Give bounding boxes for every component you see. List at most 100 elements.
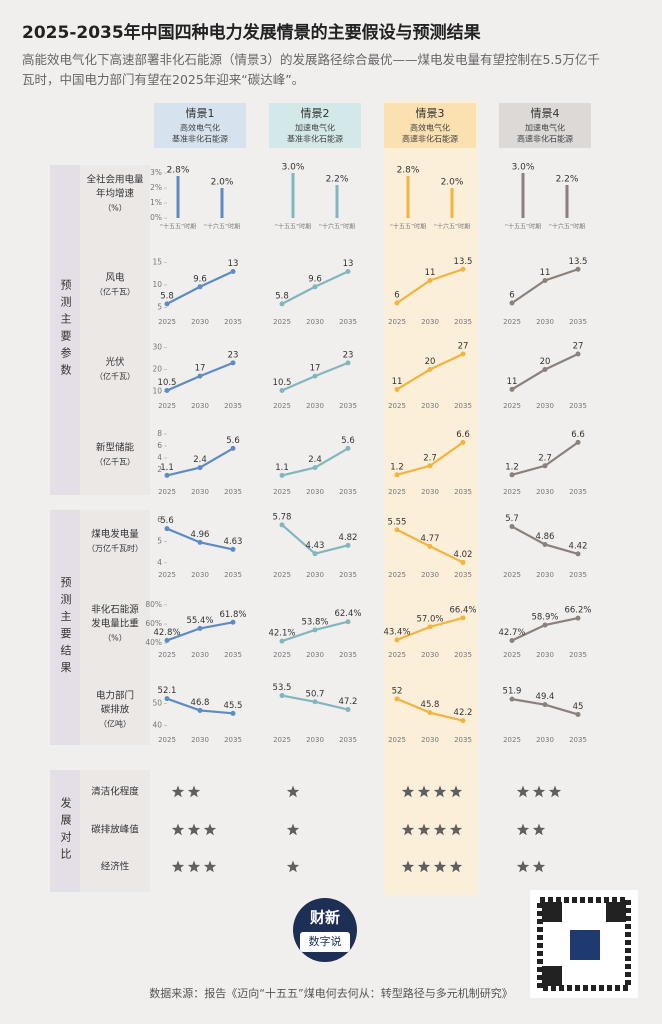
point — [509, 300, 515, 306]
x-tick-label: 2025 — [273, 651, 291, 659]
value-label: 2.0% — [441, 178, 464, 188]
value-label: 13 — [228, 259, 239, 269]
point — [164, 472, 170, 478]
value-label: 2.2% — [326, 175, 349, 185]
x-tick-label: 2025 — [503, 402, 521, 410]
x-tick-label: 2025 — [273, 488, 291, 496]
row-label: 碳排放 — [101, 704, 130, 716]
star-rating — [516, 785, 562, 798]
star — [532, 860, 546, 873]
point — [312, 465, 318, 471]
scenario-desc: 基准非化石能源 — [287, 134, 343, 144]
value-label: 66.4% — [449, 605, 476, 615]
y-tick-label: 50 — [152, 698, 162, 707]
value-label: 2.2% — [556, 175, 579, 185]
x-tick-label: 2025 — [503, 318, 521, 326]
scenario-desc: 基准非化石能源 — [172, 134, 228, 144]
row-label: （%） — [103, 204, 127, 213]
point — [197, 707, 203, 713]
value-label: 57.0% — [416, 614, 443, 624]
x-tick-label: 2035 — [569, 402, 587, 410]
row-label: 年均增速 — [96, 188, 135, 200]
star — [417, 860, 431, 873]
star — [417, 823, 431, 836]
value-label: 47.2 — [339, 697, 358, 707]
star — [187, 823, 201, 836]
value-label: 4.77 — [421, 534, 440, 544]
value-label: 66.2% — [564, 606, 591, 616]
x-tick-label: 2025 — [388, 488, 406, 496]
y-tick-label: 6 — [157, 515, 162, 524]
point — [575, 351, 581, 357]
point — [164, 696, 170, 702]
star — [203, 823, 217, 836]
point — [542, 541, 548, 547]
point — [164, 637, 170, 643]
row-label: 非化石能源 — [91, 604, 139, 616]
star — [449, 823, 463, 836]
point — [460, 615, 466, 621]
point — [230, 360, 236, 366]
star — [187, 785, 201, 798]
star-rating — [401, 785, 463, 798]
value-label: 46.8 — [191, 698, 210, 708]
row-label: 电力部门 — [96, 690, 134, 702]
value-label: 42.1% — [268, 629, 295, 639]
x-tick-label: “十五五”时期 — [505, 223, 541, 231]
scenario-header — [269, 103, 361, 148]
value-label: 4.82 — [339, 533, 358, 543]
value-label: 23 — [343, 350, 354, 360]
y-tick-label: 4 — [157, 453, 162, 462]
value-label: 4.63 — [224, 537, 243, 547]
value-label: 2.4 — [308, 455, 322, 465]
y-tick-label: 10 — [152, 387, 162, 396]
point — [542, 622, 548, 628]
point — [345, 269, 351, 274]
x-tick-label: “十六五”时期 — [319, 223, 355, 231]
bar — [335, 185, 339, 218]
x-tick-label: 2030 — [191, 736, 209, 744]
x-tick-label: 2030 — [421, 488, 439, 496]
star — [516, 823, 530, 836]
star — [286, 785, 300, 798]
point — [230, 710, 236, 716]
row-label: 经济性 — [101, 861, 130, 873]
section-band — [50, 165, 80, 495]
x-tick-label: 2025 — [388, 318, 406, 326]
point — [460, 718, 466, 724]
star — [433, 823, 447, 836]
value-label: 4.42 — [569, 541, 588, 551]
qr-code — [530, 890, 638, 998]
star — [171, 860, 185, 873]
star-rating — [171, 823, 217, 836]
y-tick-label: 3% — [150, 168, 162, 177]
value-label: 27 — [573, 342, 584, 352]
value-label: 3.0% — [282, 163, 305, 173]
x-tick-label: 2035 — [339, 571, 357, 579]
x-tick-label: 2035 — [224, 571, 242, 579]
point — [542, 367, 548, 372]
star-rating — [401, 823, 463, 836]
value-label: 2.7 — [423, 453, 437, 463]
scenario-header — [384, 103, 476, 148]
point — [575, 551, 581, 557]
x-tick-label: 2025 — [158, 651, 176, 659]
point — [575, 439, 581, 445]
value-label: 42.2 — [454, 708, 473, 718]
x-tick-label: 2030 — [306, 402, 324, 410]
x-tick-label: 2025 — [273, 318, 291, 326]
point — [509, 638, 515, 644]
star — [433, 860, 447, 873]
bar — [176, 176, 180, 218]
point — [575, 615, 581, 621]
row-label: （亿千瓦） — [95, 287, 135, 297]
y-tick-label: 8 — [157, 429, 162, 438]
point — [345, 542, 351, 548]
star — [548, 785, 562, 798]
star — [401, 860, 415, 873]
point — [197, 373, 203, 379]
bar — [220, 188, 224, 218]
value-label: 10.5 — [273, 378, 292, 388]
